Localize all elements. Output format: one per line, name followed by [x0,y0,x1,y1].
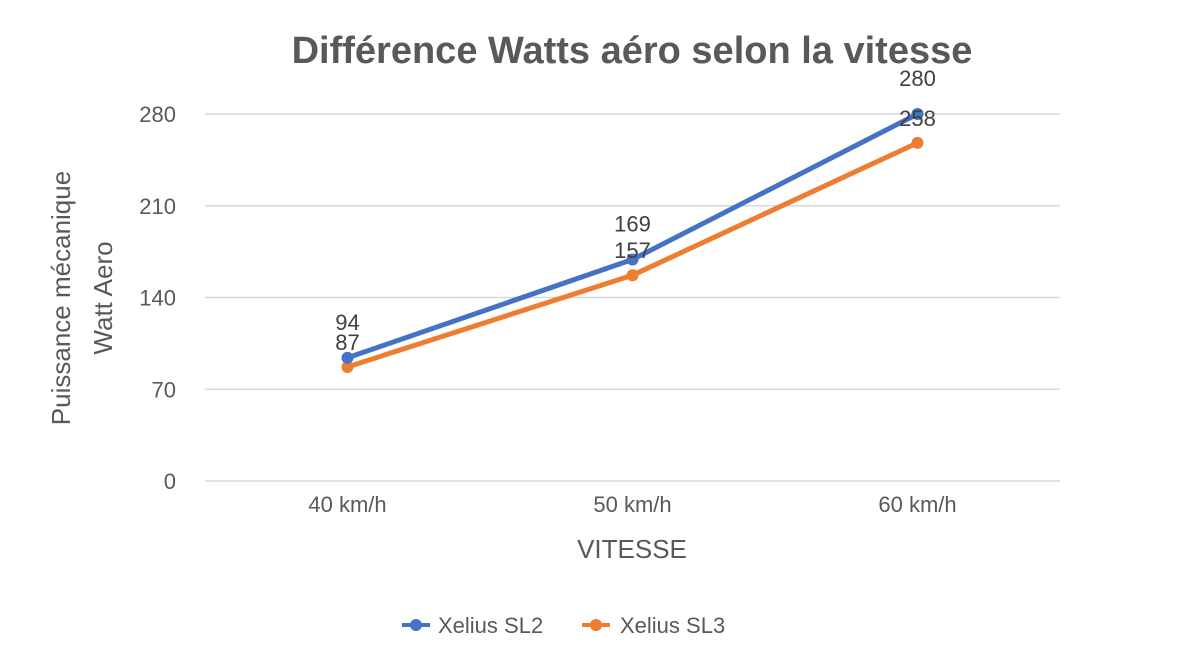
series-layer [341,108,924,373]
y-tick-label: 70 [152,377,176,402]
y-tick-label: 280 [139,102,176,127]
y-tick-label: 140 [139,286,176,311]
y-tick-label: 0 [164,469,176,494]
legend-label: Xelius SL3 [620,613,725,638]
y-axis-ticks: 0 70 140 210 280 [139,102,176,494]
data-labels: 94 169 280 87 157 258 [335,66,936,355]
data-point [341,351,354,364]
gridlines [205,113,1060,482]
legend-swatch-marker [410,619,422,631]
legend-label: Xelius SL2 [438,613,543,638]
data-point [626,253,639,266]
y-axis-title-line-1: Puissance mécanique [46,171,76,425]
y-axis-title: Puissance mécanique Watt Aero [46,171,118,425]
data-point [911,136,924,149]
x-axis-title: VITESSE [577,534,687,564]
x-axis-ticks: 40 km/h 50 km/h 60 km/h [308,492,956,517]
legend-item-xelius-sl3: Xelius SL3 [582,613,725,638]
x-tick-label: 60 km/h [878,492,956,517]
data-label: 87 [335,330,359,355]
x-tick-label: 50 km/h [593,492,671,517]
legend-item-xelius-sl2: Xelius SL2 [402,613,543,638]
legend-swatch-marker [590,619,602,631]
chart-title: Différence Watts aéro selon la vitesse [292,30,973,72]
y-axis-title-line-2: Watt Aero [88,241,118,354]
data-label: 157 [614,238,651,263]
y-tick-label: 210 [139,194,176,219]
data-point [341,360,354,373]
data-label: 94 [335,310,359,335]
data-label: 280 [899,66,936,91]
data-label: 258 [899,106,936,131]
data-point [626,269,639,282]
legend: Xelius SL2 Xelius SL3 [402,613,725,638]
data-label: 169 [614,211,651,236]
data-point [911,108,924,120]
x-tick-label: 40 km/h [308,492,386,517]
